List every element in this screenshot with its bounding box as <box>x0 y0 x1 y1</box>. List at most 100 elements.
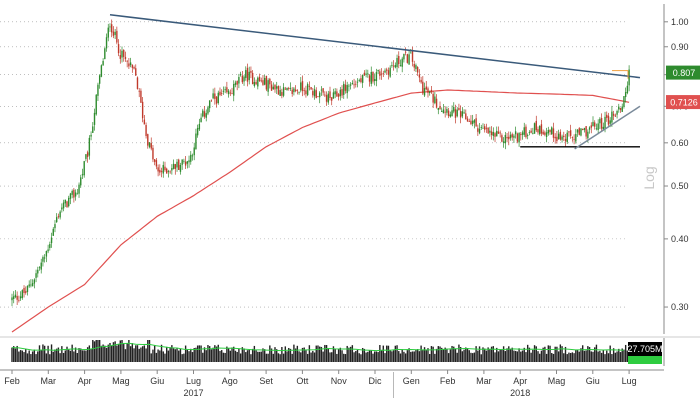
volume-bar <box>372 353 374 362</box>
volume-bar <box>135 345 137 362</box>
candle-body <box>482 127 484 129</box>
volume-bar <box>208 346 211 362</box>
candle-body <box>107 27 109 38</box>
candle-body <box>614 115 617 117</box>
x-tick-label: Gen <box>403 376 420 386</box>
volume-bar <box>516 351 519 362</box>
x-tick-label: Ago <box>222 376 238 386</box>
volume-bar <box>408 348 410 362</box>
candle-body <box>609 120 611 124</box>
candle-body <box>583 127 586 130</box>
candle-body <box>57 216 60 218</box>
candle-body <box>203 111 206 117</box>
candle-body <box>497 131 500 134</box>
volume-bar <box>530 352 532 362</box>
volume-bar <box>301 347 304 362</box>
volume-bar <box>425 350 427 362</box>
volume-bar <box>21 350 24 362</box>
volume-bar <box>465 347 467 362</box>
volume-bar <box>236 351 238 362</box>
volume-bar <box>217 344 219 362</box>
volume-bar <box>215 346 218 362</box>
candle-body <box>102 60 104 66</box>
volume-bar <box>344 354 347 362</box>
candle-body <box>265 76 268 90</box>
candle-body <box>466 118 469 122</box>
moving-average-tag-box <box>666 95 700 110</box>
candle-body <box>81 174 84 176</box>
volume-bar <box>595 344 598 362</box>
volume-bar <box>349 346 352 362</box>
volume-bar <box>303 347 305 362</box>
volume-bar <box>267 353 269 362</box>
volume-bar <box>430 346 433 362</box>
year-label: 2018 <box>510 388 530 398</box>
candle-body <box>569 130 572 136</box>
volume-bar <box>238 348 240 362</box>
volume-bar <box>432 346 434 362</box>
candle-body <box>140 90 142 103</box>
candle-body <box>16 296 18 300</box>
volume-bar <box>190 348 192 362</box>
candle-body <box>141 101 144 119</box>
volume-bar <box>492 346 495 362</box>
candle-body <box>554 136 556 139</box>
volume-bar <box>241 347 244 362</box>
candle-body <box>258 76 261 81</box>
volume-bar <box>358 353 360 362</box>
candle-body <box>360 78 362 83</box>
candle-body <box>286 87 288 91</box>
candle-body <box>552 128 555 138</box>
moving-average-line <box>11 89 630 333</box>
candle-body <box>257 77 259 87</box>
candle-body <box>23 287 25 293</box>
volume-bar <box>162 351 164 362</box>
candle-body <box>83 161 85 176</box>
candle-body <box>68 197 70 207</box>
volume-bar <box>59 353 61 362</box>
candle-body <box>344 84 347 91</box>
volume-bar <box>525 352 527 362</box>
candle-body <box>349 84 352 86</box>
candle-body <box>236 81 238 85</box>
volume-bar <box>133 348 135 362</box>
volume-bar <box>399 353 402 362</box>
candle-body <box>487 127 489 134</box>
candle-body <box>401 58 403 67</box>
volume-bar <box>449 349 452 362</box>
candle-body <box>535 120 537 131</box>
volume-bar <box>387 345 390 362</box>
candle-body <box>325 95 328 102</box>
candle-body <box>69 193 72 199</box>
candle-body <box>430 89 433 93</box>
candle-body <box>90 134 92 137</box>
candle-body <box>205 113 207 118</box>
volume-bar <box>334 348 336 362</box>
volume-bar <box>83 350 85 362</box>
candle-body <box>506 136 508 139</box>
volume-bar <box>552 353 555 362</box>
candle-body <box>545 132 548 137</box>
volume-bar <box>109 342 111 362</box>
x-tick-label: Mar <box>41 376 57 386</box>
y-tick-label: 0.30 <box>671 302 689 312</box>
volume-bar <box>609 345 611 362</box>
x-tick-label: Mag <box>548 376 566 386</box>
volume-bar <box>214 345 216 362</box>
candle-body <box>380 73 383 75</box>
volume-bar <box>191 352 194 362</box>
volume-bar <box>126 343 128 362</box>
candle-body <box>501 135 503 142</box>
volume-bar <box>331 352 333 362</box>
volume-bar <box>501 349 503 362</box>
candle-body <box>59 211 61 218</box>
volume-bar <box>55 348 58 362</box>
candle-body <box>435 98 438 108</box>
volume-bar <box>166 346 168 362</box>
last-price-tag-box <box>666 65 700 80</box>
candle-body <box>618 106 620 110</box>
candles-layer <box>11 19 630 307</box>
candle-body <box>138 90 140 92</box>
candle-body <box>243 76 245 82</box>
candle-body <box>37 269 39 274</box>
